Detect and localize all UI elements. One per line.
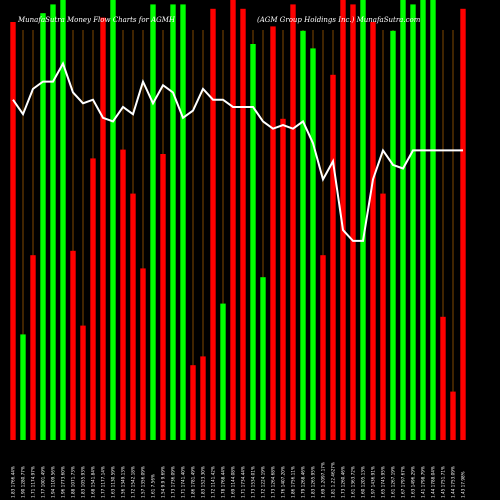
bar-23 [240, 8, 246, 441]
x-tick-label-30: 1.83 1265.95% [311, 466, 316, 498]
bar-26 [270, 26, 276, 441]
bar-21 [220, 303, 226, 440]
bar-1 [20, 334, 26, 440]
x-tick-label-6: 1.88 1071.73% [71, 466, 76, 498]
x-tick-label-14: 1.61 7.56% [151, 474, 156, 498]
x-tick-label-45: 1.43 17.98% [461, 471, 466, 498]
x-tick-label-39: 1.67 1797.67% [401, 466, 406, 498]
x-tick-label-32: 1.81 1.22.4627% [331, 462, 336, 498]
bar-8 [90, 158, 96, 440]
bar-7 [80, 325, 86, 440]
x-tick-label-24: 1.73 1534.01% [251, 466, 256, 498]
bar-28 [290, 4, 296, 441]
x-tick-label-19: 1.83 1523.30% [201, 466, 206, 498]
x-tick-label-21: 1.78 1768.44% [221, 466, 226, 498]
x-tick-label-17: 1.71 1741.40% [181, 466, 186, 498]
bar-34 [350, 4, 356, 441]
x-tick-label-40: 1.63 1496.29% [411, 466, 416, 498]
bar-24 [250, 44, 256, 440]
chart-title-left: MunafaSutra Money Flow Charts for AGMH [17, 16, 176, 24]
x-tick-label-7: 1.83 1055.93% [81, 466, 86, 498]
bar-12 [130, 193, 136, 440]
x-tick-label-4: 1.94 1109.56% [51, 466, 56, 498]
bar-30 [310, 48, 316, 441]
bar-11 [120, 149, 126, 440]
bar-31 [320, 255, 326, 440]
x-tick-label-11: 1.56 1349.13% [121, 466, 126, 498]
bar-43 [440, 316, 446, 440]
x-tick-label-13: 1.57 1356.09% [141, 466, 146, 498]
x-tick-label-23: 1.71 1734.44% [241, 466, 246, 498]
x-tick-label-41: 1.41 1798.79% [421, 466, 426, 498]
bar-37 [380, 193, 386, 440]
bar-27 [280, 118, 286, 441]
bar-41 [420, 0, 426, 440]
bar-40 [410, 4, 416, 441]
x-tick-label-27: 1.76 1407.20% [281, 466, 286, 498]
x-tick-label-9: 1.77 1177.14% [101, 466, 106, 498]
x-tick-label-3: 1.77 1001.49% [41, 466, 46, 498]
bar-14 [150, 4, 156, 441]
bar-44 [450, 391, 456, 440]
bar-20 [210, 8, 216, 441]
bar-39 [400, 0, 406, 440]
bar-5 [60, 0, 66, 440]
bar-19 [200, 356, 206, 440]
x-tick-label-34: 1.61 1363.72% [351, 466, 356, 498]
x-tick-label-42: 1.44 1788.04% [431, 466, 436, 498]
bar-6 [70, 250, 76, 440]
x-tick-label-25: 1.72 1224.19% [261, 466, 266, 498]
bar-36 [370, 22, 376, 440]
bar-4 [50, 4, 56, 441]
x-tick-label-12: 1.72 1542.18% [131, 466, 136, 498]
bar-3 [40, 13, 46, 440]
bars [10, 0, 466, 441]
bar-10 [110, 0, 116, 440]
bar-42 [430, 0, 436, 440]
bar-9 [100, 17, 106, 440]
x-tick-label-36: 1.97 1436.91% [371, 466, 376, 498]
bar-22 [230, 0, 236, 440]
bar-16 [170, 4, 176, 441]
x-tick-label-43: 1.45 1751.71% [441, 466, 446, 498]
bar-2 [30, 255, 36, 440]
x-tick-label-38: 1.61 1267.19% [391, 466, 396, 498]
bar-38 [390, 30, 396, 441]
bar-45 [460, 8, 466, 441]
x-tick-label-37: 1.65 1745.95% [381, 466, 386, 498]
bar-13 [140, 268, 146, 440]
x-tick-label-20: 1.72 1141.42% [211, 466, 216, 498]
x-tick-label-2: 1.71 1174.97% [31, 466, 36, 498]
x-tick-label-26: 1.73 1264.68% [271, 466, 276, 498]
bar-25 [260, 277, 266, 440]
bar-17 [180, 4, 186, 441]
bar-0 [10, 22, 16, 440]
x-tick-label-29: 1.79 1268.46% [301, 466, 306, 498]
x-tick-label-16: 1.73 1736.09% [171, 466, 176, 498]
bar-33 [340, 0, 346, 440]
x-tick-label-0: 1.83 1766.44% [11, 466, 16, 498]
x-tick-label-35: 1.60 1205.13% [361, 466, 366, 498]
bar-35 [360, 0, 366, 440]
bar-29 [300, 30, 306, 441]
money-flow-line [12, 61, 463, 242]
x-tick-label-28: 1.86 1756.11% [291, 466, 296, 498]
x-tick-label-1: 1.90 1280.77% [21, 466, 26, 498]
x-tick-label-5: 1.96 1773.60% [61, 466, 66, 498]
x-tick-label-22: 1.69 1144.08% [231, 466, 236, 498]
x-tick-label-10: 1.63 1130.59% [111, 466, 116, 498]
x-tick-labels: 1.83 1766.44% 1.90 1280.77% 1.71 1174.97% 1… [11, 462, 466, 498]
x-tick-label-8: 1.68 1541.84% [91, 466, 96, 498]
chart-title-right: (AGM Group Holdings Inc.) MunafaSutra.co… [257, 16, 421, 24]
x-tick-label-44: 1.44 1753.09% [451, 466, 456, 498]
bar-18 [190, 365, 196, 440]
bar-15 [160, 154, 166, 440]
bar-32 [330, 74, 336, 441]
x-tick-label-15: 1.54 9.9 9.69% [161, 466, 166, 498]
x-tick-label-33: 1.73 1260.46% [341, 466, 346, 498]
x-tick-label-31: 1.69 1.2097.17% [321, 462, 326, 498]
x-tick-label-18: 1.86 1781.49% [191, 466, 196, 498]
